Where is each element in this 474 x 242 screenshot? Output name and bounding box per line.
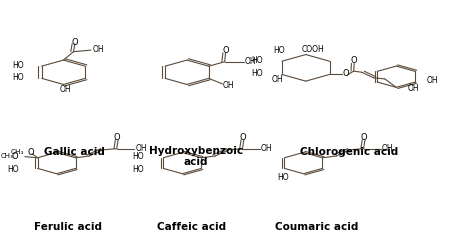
Text: HO: HO	[251, 69, 263, 78]
Text: Chlorogenic acid: Chlorogenic acid	[300, 147, 398, 157]
Text: O: O	[350, 56, 357, 65]
Text: Coumaric acid: Coumaric acid	[275, 222, 359, 232]
Text: OH: OH	[427, 76, 438, 85]
Text: HO: HO	[13, 73, 24, 82]
Text: O: O	[72, 38, 78, 47]
Text: OH: OH	[223, 81, 235, 90]
Text: HO: HO	[133, 152, 144, 161]
Text: O: O	[12, 152, 18, 161]
Text: O: O	[113, 133, 120, 142]
Text: OH: OH	[272, 75, 283, 84]
Text: HO: HO	[277, 173, 289, 182]
Text: Caffeic acid: Caffeic acid	[157, 222, 226, 232]
Text: O: O	[222, 46, 229, 55]
Text: HO: HO	[251, 56, 263, 65]
Text: O: O	[343, 69, 349, 78]
Text: OH: OH	[261, 144, 273, 153]
Text: COOH: COOH	[301, 45, 324, 53]
Text: CH₃: CH₃	[10, 149, 24, 155]
Text: OH: OH	[135, 144, 147, 153]
Text: HO: HO	[273, 46, 285, 55]
Text: OH: OH	[382, 144, 393, 153]
Text: HO: HO	[7, 165, 18, 174]
Text: O: O	[239, 133, 246, 142]
Text: O: O	[28, 148, 35, 157]
Text: O: O	[360, 133, 367, 142]
Text: OH: OH	[93, 45, 104, 54]
Text: OH: OH	[245, 57, 256, 66]
Text: CH₃: CH₃	[1, 153, 14, 159]
Text: Gallic acid: Gallic acid	[45, 147, 105, 157]
Text: Ferulic acid: Ferulic acid	[34, 222, 102, 232]
Text: HO: HO	[13, 61, 24, 70]
Text: OH: OH	[408, 84, 419, 93]
Text: OH: OH	[60, 85, 72, 94]
Text: Hydroxybenzoic
acid: Hydroxybenzoic acid	[149, 146, 243, 167]
Text: HO: HO	[133, 165, 144, 174]
